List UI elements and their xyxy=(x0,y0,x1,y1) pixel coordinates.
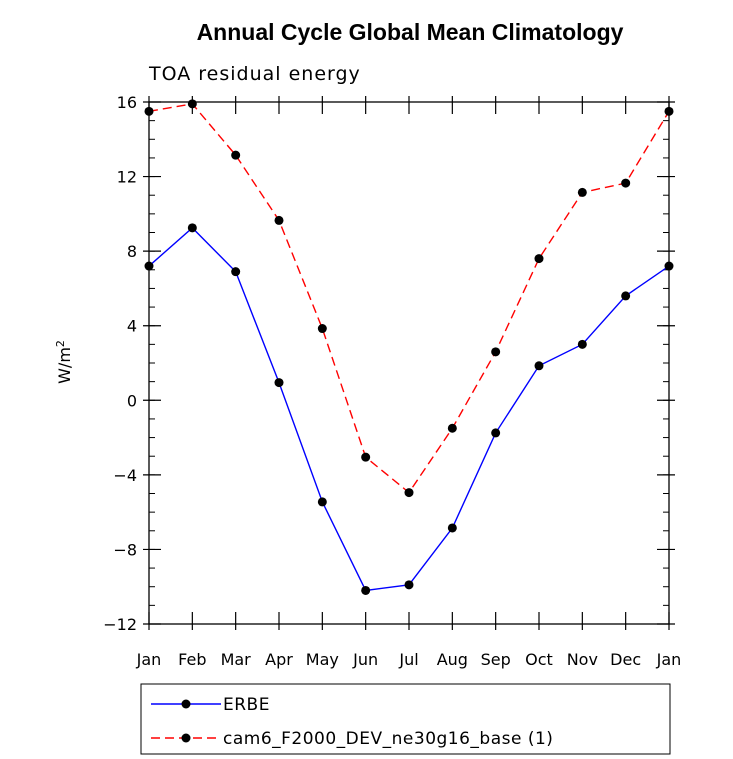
x-tick-label: Jun xyxy=(352,650,378,669)
data-point xyxy=(577,187,587,197)
y-tick-label: −4 xyxy=(113,466,137,485)
plot-frame xyxy=(148,101,670,625)
data-point xyxy=(187,223,197,233)
legend-marker xyxy=(181,699,191,709)
data-point xyxy=(664,106,674,116)
x-tick-label: Jan xyxy=(656,650,682,669)
y-tick-label: 0 xyxy=(127,391,137,410)
data-point xyxy=(187,99,197,109)
series-line xyxy=(148,226,670,592)
x-tick-label: May xyxy=(306,650,339,669)
y-axis-label: W/m2 xyxy=(54,340,74,384)
data-point xyxy=(231,267,241,277)
series-layer xyxy=(144,99,674,595)
data-point xyxy=(404,488,414,498)
x-tick-label: Jul xyxy=(398,650,418,669)
legend: ERBE cam6_F2000_DEV_ne30g16_base (1) xyxy=(140,683,671,755)
legend-box xyxy=(140,683,671,755)
y-tick-label: 4 xyxy=(127,317,137,336)
y-tick-label: 16 xyxy=(117,93,137,112)
y-tick-label: −12 xyxy=(103,615,137,634)
data-point xyxy=(404,580,414,590)
x-tick-label: Aug xyxy=(437,650,468,669)
data-point xyxy=(231,150,241,160)
data-point xyxy=(534,361,544,371)
y-axis-label-superscript: 2 xyxy=(54,340,67,347)
x-tick-label: Nov xyxy=(567,650,598,669)
x-tick-label: Sep xyxy=(481,650,511,669)
legend-label: ERBE xyxy=(223,695,270,715)
series-1 xyxy=(144,223,674,595)
y-tick-label: 12 xyxy=(117,168,137,187)
data-point xyxy=(361,452,371,462)
x-tick-label: Oct xyxy=(525,650,553,669)
data-point xyxy=(577,339,587,349)
chart-title: Annual Cycle Global Mean Climatology xyxy=(197,19,624,45)
legend-label: cam6_F2000_DEV_ne30g16_base (1) xyxy=(223,729,553,749)
data-point xyxy=(274,378,284,388)
y-axis-label-text: W/m xyxy=(55,347,74,384)
x-tick-label: Jan xyxy=(136,650,162,669)
data-point xyxy=(447,523,457,533)
x-tick-label: Apr xyxy=(265,650,293,669)
data-point xyxy=(534,254,544,264)
data-point xyxy=(144,261,154,271)
x-tick-label: Feb xyxy=(178,650,206,669)
data-point xyxy=(361,585,371,595)
legend-marker xyxy=(181,733,191,743)
y-tick-label: −8 xyxy=(113,540,137,559)
data-point xyxy=(317,324,327,334)
data-point xyxy=(491,428,501,438)
series-line xyxy=(148,103,670,494)
data-point xyxy=(621,178,631,188)
data-point xyxy=(621,291,631,301)
data-point xyxy=(664,261,674,271)
axes: −12 −8 −4 0 4 8 12 16 Jan Feb Mar Apr May Jun Jul Aug Se… xyxy=(103,93,681,669)
data-point xyxy=(144,106,154,116)
chart-subtitle: TOA residual energy xyxy=(148,63,361,85)
x-tick-label: Dec xyxy=(610,650,641,669)
series-2 xyxy=(144,99,674,498)
data-point xyxy=(491,347,501,357)
data-point xyxy=(447,423,457,433)
data-point xyxy=(317,497,327,507)
data-point xyxy=(274,215,284,225)
y-tick-label: 8 xyxy=(127,242,137,261)
x-tick-label: Mar xyxy=(221,650,252,669)
